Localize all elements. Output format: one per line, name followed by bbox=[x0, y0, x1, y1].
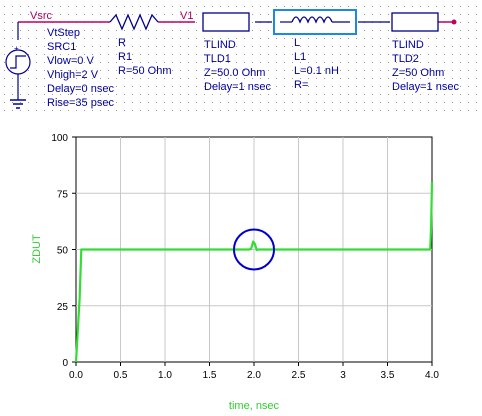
tld1-name: TLD1 bbox=[204, 53, 231, 65]
x-tick-label: 3 bbox=[340, 370, 346, 381]
x-tick-label: 1.0 bbox=[158, 370, 172, 381]
plot-annotation bbox=[233, 228, 275, 271]
schematic-grid bbox=[4, 6, 477, 111]
plot-series bbox=[74, 181, 434, 363]
y-tick-label: 75 bbox=[57, 189, 69, 200]
source-delay: Delay=0 nsec bbox=[47, 83, 114, 95]
resistor-value: R=50 Ohm bbox=[118, 65, 172, 77]
node-label-vsrc: Vsrc bbox=[30, 10, 53, 22]
y-tick-label: 0 bbox=[62, 358, 68, 369]
schematic: Vsrc V1 + VtStep SRC1 Vlow=0 V Vhigh=2 V… bbox=[4, 6, 477, 111]
inductor-symbol[interactable] bbox=[273, 9, 357, 35]
tld2-type: TLIND bbox=[392, 39, 424, 51]
y-tick-label: 25 bbox=[57, 302, 69, 313]
x-tick-label: 0.5 bbox=[114, 370, 128, 381]
tld1-impedance: Z=50.0 Ohm bbox=[204, 67, 265, 79]
resistor-name: R1 bbox=[118, 51, 132, 63]
x-tick-label: 1.5 bbox=[203, 370, 217, 381]
resistor-type: R bbox=[118, 37, 126, 49]
step-source-symbol[interactable]: + bbox=[5, 22, 31, 109]
source-name: SRC1 bbox=[47, 41, 76, 53]
series-line-0 bbox=[74, 181, 434, 363]
transmission-line-tld2[interactable] bbox=[391, 12, 439, 32]
y-tick-label: 100 bbox=[51, 133, 68, 144]
transmission-line-tld1[interactable] bbox=[202, 12, 250, 32]
x-tick-label: 0.0 bbox=[69, 370, 83, 381]
node-label-v1: V1 bbox=[180, 10, 193, 22]
x-axis-title: time, nsec bbox=[229, 400, 280, 412]
plot-ticks: 0.0 0.5 1.0 1.5 2.0 2.5 3 3.5 4.0 0 25 50 75 100 bbox=[51, 133, 439, 381]
inductor-type: L bbox=[294, 37, 300, 49]
inductor-name: L1 bbox=[294, 51, 306, 63]
inductor-value: L=0.1 nH bbox=[294, 65, 339, 77]
source-type: VtStep bbox=[47, 27, 80, 39]
tld2-impedance: Z=50 Ohm bbox=[392, 67, 444, 79]
tld1-type: TLIND bbox=[204, 39, 236, 51]
x-tick-label: 2.5 bbox=[292, 370, 306, 381]
tld1-delay: Delay=1 nsec bbox=[204, 81, 271, 93]
resistor-symbol[interactable] bbox=[109, 13, 159, 31]
svg-text:+: + bbox=[14, 44, 19, 53]
terminal-dot bbox=[451, 19, 457, 25]
source-vlow: Vlow=0 V bbox=[47, 55, 94, 67]
y-axis-title: ZDUT bbox=[31, 234, 43, 264]
inductor-resistance: R= bbox=[294, 79, 308, 91]
x-tick-label: 3.5 bbox=[381, 370, 395, 381]
y-tick-label: 50 bbox=[57, 246, 69, 257]
tld2-delay: Delay=1 nsec bbox=[392, 81, 459, 93]
tld2-name: TLD2 bbox=[392, 53, 419, 65]
annotation-circle bbox=[233, 228, 275, 271]
x-tick-label: 2.0 bbox=[247, 370, 261, 381]
source-vhigh: Vhigh=2 V bbox=[47, 69, 99, 81]
x-tick-label: 4.0 bbox=[425, 370, 439, 381]
source-rise: Rise=35 psec bbox=[47, 97, 114, 109]
